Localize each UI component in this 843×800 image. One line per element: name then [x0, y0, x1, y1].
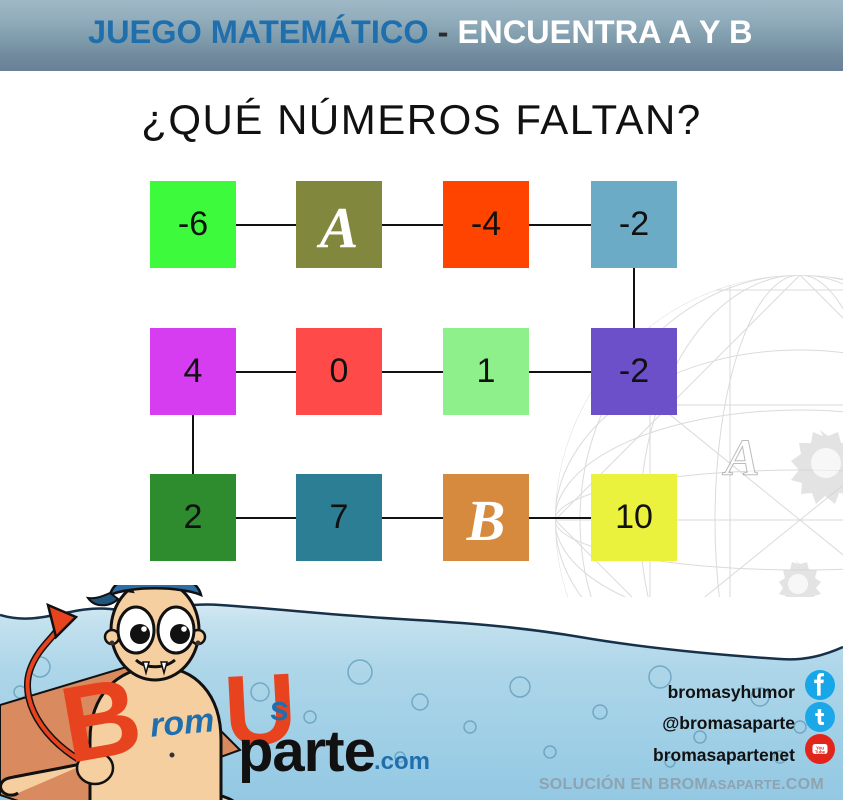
svg-text:Tube: Tube: [815, 750, 826, 755]
